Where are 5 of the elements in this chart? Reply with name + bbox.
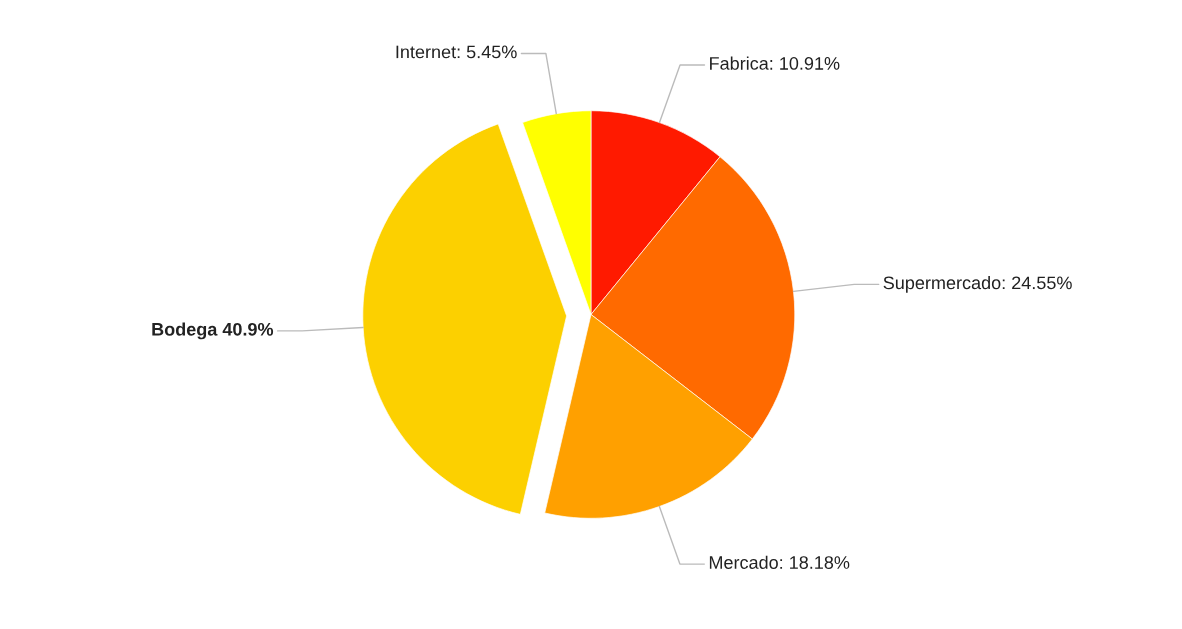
slice-label: Mercado: 18.18% [709,555,850,569]
slice-label: Bodega 40.9% [152,322,274,340]
slice-label: Fabrica: 10.91% [710,56,840,70]
slice-label: Internet: 5.45% [396,45,517,59]
slice-label: Supermercado: 24.55% [883,275,1072,293]
